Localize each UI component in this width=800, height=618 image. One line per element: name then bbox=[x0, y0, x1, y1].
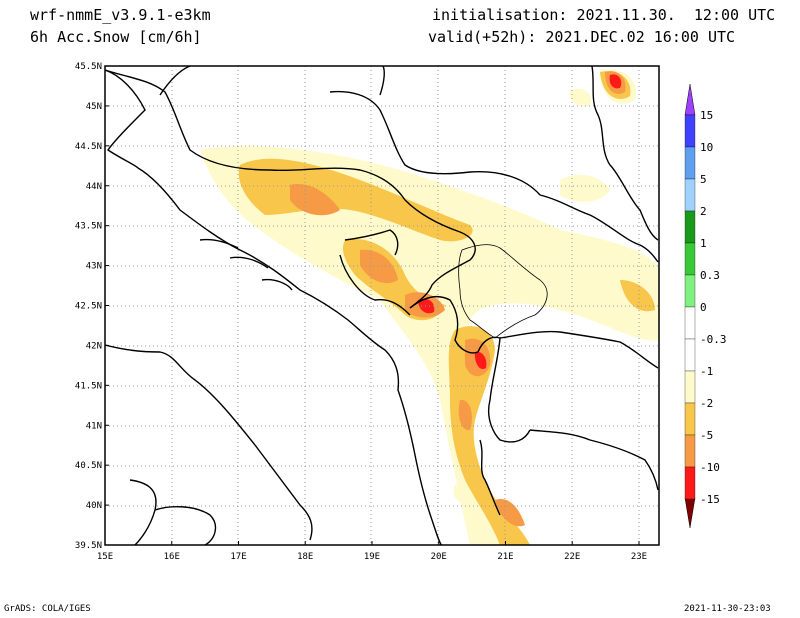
colorbar-bottom-arrow bbox=[684, 497, 696, 529]
colorbar-box bbox=[684, 402, 696, 436]
footer-right: 2021-11-30-23:03 bbox=[684, 604, 771, 614]
field-title: 6h Acc.Snow [cm/6h] bbox=[30, 28, 202, 46]
colorbar-box bbox=[684, 338, 696, 372]
lat-label: 41N bbox=[86, 421, 102, 431]
colorbar-label: 0.3 bbox=[700, 269, 720, 282]
colorbar-box bbox=[684, 274, 696, 308]
colorbar-box bbox=[684, 146, 696, 180]
lat-label: 42N bbox=[86, 341, 102, 351]
colorbar-box bbox=[684, 242, 696, 276]
colorbar-label: -10 bbox=[700, 461, 720, 474]
lat-label: 45.5N bbox=[75, 62, 102, 72]
lon-label: 15E bbox=[97, 552, 113, 562]
colorbar: 15 10 5 2 1 0.3 0 -0.3 -1 -2 -5 -10 -15 bbox=[684, 83, 727, 529]
colorbar-top-arrow bbox=[684, 83, 696, 116]
init-time: initialisation: 2021.11.30. 12:00 UTC bbox=[432, 6, 776, 24]
colorbar-label: -1 bbox=[700, 365, 713, 378]
lon-label: 19E bbox=[364, 552, 380, 562]
lon-label: 22E bbox=[564, 552, 580, 562]
lon-label: 17E bbox=[230, 552, 246, 562]
lon-label: 21E bbox=[497, 552, 513, 562]
colorbar-label: 15 bbox=[700, 109, 713, 122]
lat-label: 40.5N bbox=[75, 461, 102, 471]
colorbar-box bbox=[684, 466, 696, 500]
longitude-labels: 15E 16E 17E 18E 19E 20E 21E 22E 23E bbox=[97, 541, 647, 562]
colorbar-label: -2 bbox=[700, 397, 713, 410]
colorbar-box bbox=[684, 114, 696, 148]
lon-label: 23E bbox=[631, 552, 647, 562]
colorbar-label: -5 bbox=[700, 429, 713, 442]
lat-label: 39.5N bbox=[75, 541, 102, 551]
colorbar-box bbox=[684, 210, 696, 244]
colorbar-label: 5 bbox=[700, 173, 707, 186]
latitude-labels: 45.5N 45N 44.5N 44N 43.5N 43N 42.5N 42N 41.5N 41N… bbox=[75, 62, 109, 551]
lat-label: 43.5N bbox=[75, 222, 102, 232]
lat-label: 41.5N bbox=[75, 381, 102, 391]
lon-label: 18E bbox=[297, 552, 313, 562]
colorbar-label: 2 bbox=[700, 205, 707, 218]
grid-lines bbox=[105, 66, 659, 545]
colorbar-box bbox=[684, 434, 696, 468]
lat-label: 42.5N bbox=[75, 302, 102, 312]
footer-left: GrADS: COLA/IGES bbox=[4, 604, 91, 614]
lon-label: 16E bbox=[164, 552, 180, 562]
map-area bbox=[105, 66, 659, 545]
lat-label: 44.5N bbox=[75, 142, 102, 152]
valid-time: valid(+52h): 2021.DEC.02 16:00 UTC bbox=[428, 28, 736, 46]
snow-contours-5 bbox=[418, 74, 622, 370]
colorbar-label: 1 bbox=[700, 237, 707, 250]
colorbar-box bbox=[684, 306, 696, 340]
lon-label: 20E bbox=[431, 552, 447, 562]
lat-label: 45N bbox=[86, 102, 102, 112]
colorbar-label: -15 bbox=[700, 493, 720, 506]
colorbar-box bbox=[684, 178, 696, 212]
lat-label: 44N bbox=[86, 182, 102, 192]
model-title: wrf-nmmE_v3.9.1-e3km bbox=[30, 6, 211, 24]
lat-label: 40N bbox=[86, 501, 102, 511]
colorbar-label: 0 bbox=[700, 301, 707, 314]
coastlines bbox=[105, 69, 443, 545]
country-borders bbox=[105, 66, 659, 516]
kosovo-border bbox=[458, 244, 548, 339]
colorbar-box bbox=[684, 370, 696, 404]
colorbar-label: -0.3 bbox=[700, 333, 727, 346]
lat-label: 43N bbox=[86, 262, 102, 272]
colorbar-label: 10 bbox=[700, 141, 713, 154]
